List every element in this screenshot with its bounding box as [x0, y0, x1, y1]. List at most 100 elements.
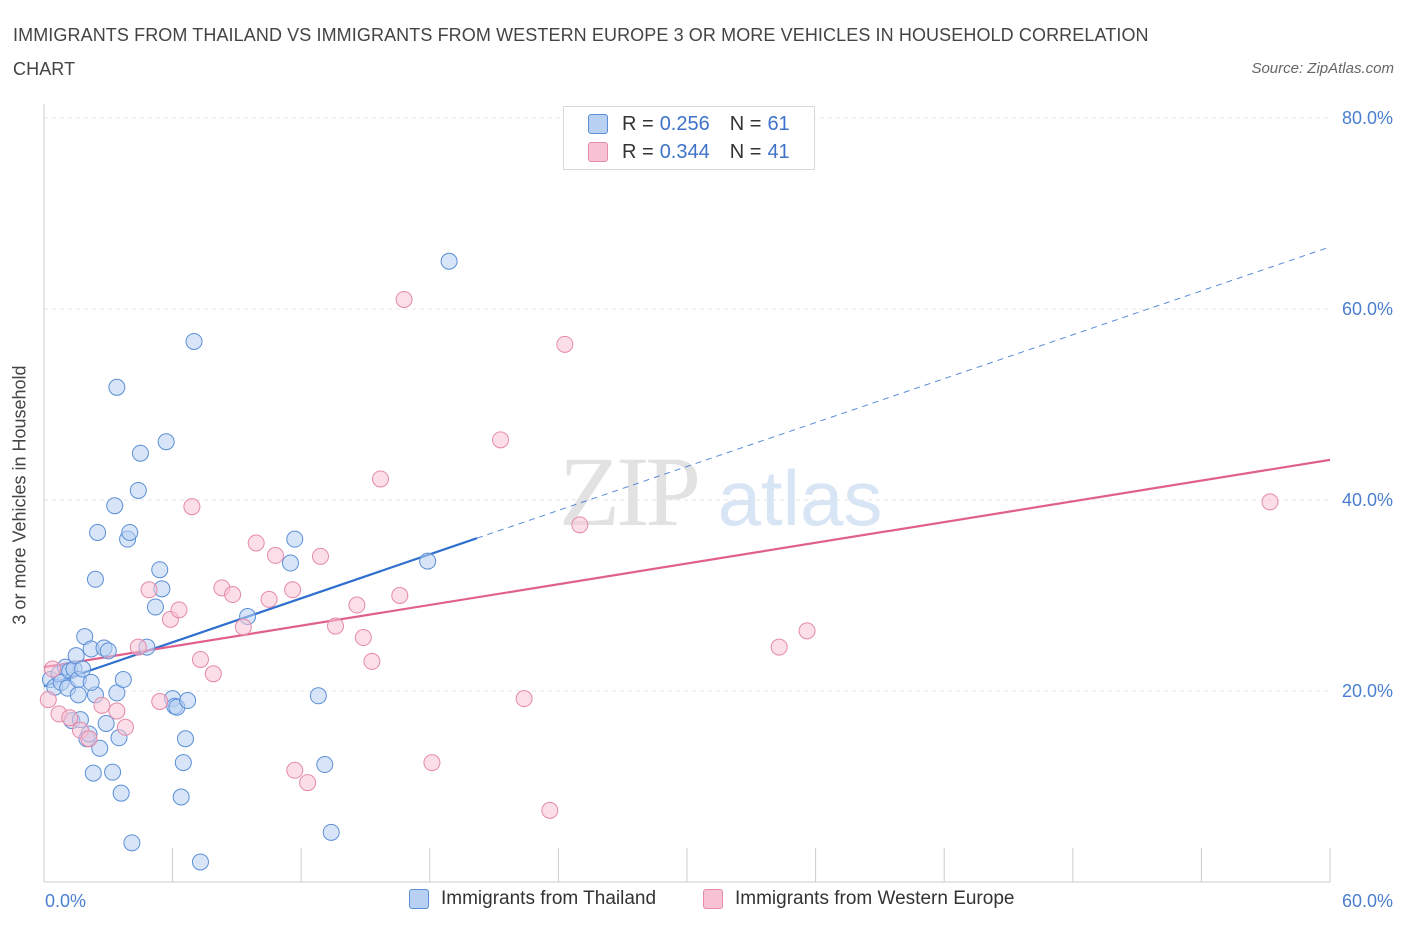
point-thailand: [82, 673, 100, 691]
n-label: N =: [729, 140, 762, 163]
point-western-europe: [391, 587, 409, 604]
y-tick-label: 60.0%: [1342, 299, 1393, 319]
tick-labels: 20.0% 40.0% 60.0% 80.0% 0.0% 60.0%: [45, 108, 1393, 911]
point-thailand: [185, 332, 203, 350]
point-thailand: [322, 823, 340, 841]
point-western-europe: [363, 652, 381, 670]
point-thailand: [316, 756, 334, 774]
point-western-europe: [770, 638, 788, 656]
grid-lines: [44, 117, 1330, 692]
r-label: R =: [622, 112, 654, 135]
legend-row-thailand: R = 0.256 N = 61: [588, 111, 790, 137]
point-western-europe: [247, 534, 265, 552]
point-western-europe: [1261, 493, 1279, 511]
point-thailand: [89, 523, 107, 541]
point-western-europe: [191, 650, 209, 668]
point-thailand: [286, 530, 304, 548]
point-thailand: [69, 686, 87, 704]
x-tick-label: 60.0%: [1342, 891, 1393, 911]
legend-swatch-blue: [588, 114, 608, 134]
point-western-europe: [224, 586, 242, 604]
correlation-legend: R = 0.256 N = 61 R = 0.344 N = 41: [563, 106, 815, 170]
legend-item-western-europe[interactable]: Immigrants from Western Europe: [703, 888, 1014, 910]
point-western-europe: [39, 691, 57, 709]
r-value: 0.344: [659, 140, 710, 163]
point-western-europe: [108, 702, 126, 720]
y-tick-label: 80.0%: [1342, 108, 1393, 128]
watermark-atlas: atlas: [718, 454, 883, 542]
point-western-europe: [348, 596, 366, 614]
point-western-europe: [326, 617, 344, 635]
point-western-europe: [515, 690, 533, 708]
y-tick-label: 40.0%: [1342, 490, 1393, 510]
point-thailand: [123, 834, 141, 852]
point-thailand: [151, 561, 169, 579]
point-thailand: [112, 784, 130, 802]
point-western-europe: [798, 622, 816, 640]
point-western-europe: [492, 431, 510, 449]
legend-swatch-pink: [703, 889, 723, 909]
point-thailand: [91, 739, 109, 757]
point-thailand: [191, 853, 209, 871]
point-western-europe: [116, 718, 134, 736]
point-western-europe: [129, 638, 147, 656]
r-value: 0.256: [659, 112, 710, 135]
point-western-europe: [395, 290, 413, 308]
point-thailand: [97, 714, 115, 732]
point-thailand: [86, 570, 104, 588]
point-western-europe: [556, 335, 574, 353]
point-western-europe: [170, 601, 188, 619]
n-value: 41: [767, 140, 790, 163]
point-western-europe: [372, 470, 390, 488]
point-western-europe: [234, 618, 252, 636]
y-axis-label: 3 or more Vehicles in Household: [9, 365, 30, 625]
n-value: 61: [767, 112, 790, 135]
point-thailand: [129, 481, 147, 499]
point-western-europe: [44, 660, 62, 678]
point-thailand: [157, 433, 175, 451]
y-tick-label: 20.0%: [1342, 681, 1393, 701]
point-thailand: [114, 671, 132, 689]
point-thailand: [108, 378, 126, 396]
trendline-thailand-extension: [476, 246, 1331, 539]
r-label: R =: [622, 140, 654, 163]
point-thailand: [146, 598, 164, 616]
point-thailand: [74, 660, 92, 678]
point-thailand: [121, 523, 139, 541]
point-thailand: [84, 764, 102, 782]
point-western-europe: [541, 801, 559, 819]
point-thailand: [106, 497, 124, 515]
trendlines: [43, 246, 1331, 688]
point-western-europe: [266, 546, 284, 564]
point-western-europe: [299, 774, 317, 792]
point-thailand: [174, 754, 192, 772]
legend-item-thailand[interactable]: Immigrants from Thailand: [409, 888, 656, 910]
series-legend: Immigrants from Thailand Immigrants from…: [0, 888, 1406, 916]
point-western-europe: [354, 629, 372, 647]
point-western-europe: [311, 547, 329, 565]
source-label: Source: ZipAtlas.com: [1251, 60, 1394, 77]
point-thailand: [440, 252, 458, 270]
point-western-europe: [260, 590, 278, 608]
trendline-thailand: [43, 537, 478, 688]
legend-swatch-pink: [588, 142, 608, 162]
point-western-europe: [183, 498, 201, 516]
legend-label-western-europe: Immigrants from Western Europe: [735, 888, 1015, 909]
watermark: ZIP atlas: [559, 436, 882, 547]
point-thailand: [309, 687, 327, 705]
legend-swatch-blue: [409, 889, 429, 909]
point-western-europe: [423, 754, 441, 772]
point-western-europe: [80, 730, 98, 748]
point-western-europe: [204, 665, 222, 683]
legend-row-western-europe: R = 0.344 N = 41: [588, 139, 790, 165]
legend-label-thailand: Immigrants from Thailand: [441, 888, 657, 909]
point-western-europe: [286, 761, 304, 779]
n-label: N =: [729, 112, 762, 135]
data-points: [39, 252, 1279, 871]
point-thailand: [179, 692, 197, 710]
point-thailand: [104, 763, 122, 781]
point-western-europe: [571, 516, 589, 534]
point-western-europe: [61, 709, 79, 727]
point-western-europe: [93, 696, 111, 714]
